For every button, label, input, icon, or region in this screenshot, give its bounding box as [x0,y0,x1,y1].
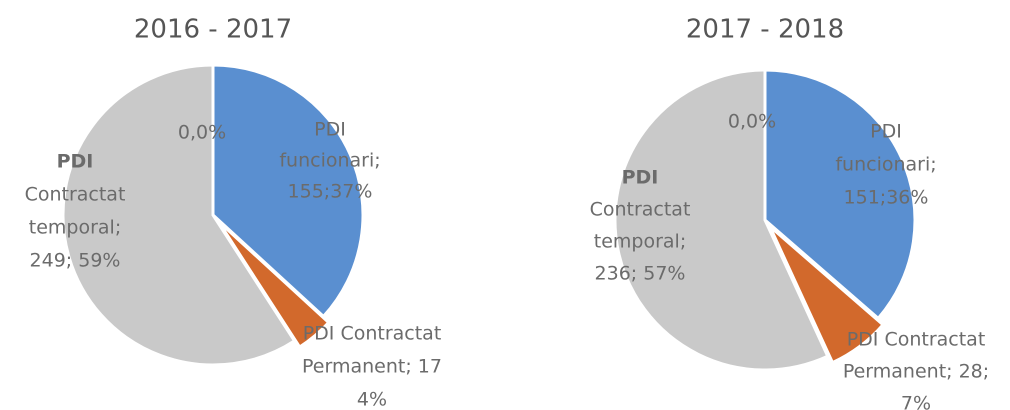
data-label: temporal; [594,231,686,253]
pie-slice [768,225,886,365]
data-label: Contractat [590,199,691,221]
data-label: Permanent; 17 [302,356,442,378]
data-label: funcionari; [835,154,936,176]
data-label: PDI [870,121,902,143]
data-label: PDI [314,119,346,141]
data-label: PDI [622,167,659,189]
data-label: 249; 59% [30,250,121,272]
data-label: PDI Contractat [847,329,986,351]
pie-slice [211,63,365,319]
pie-slice [763,68,917,321]
data-label: 151;36% [844,187,929,209]
data-label: 236; 57% [595,263,686,285]
pie-slice [216,220,331,350]
data-label: PDI [57,151,94,173]
data-label: Contractat [25,184,126,206]
data-label: funcionari; [279,150,380,172]
data-label: Permanent; 28; [843,361,989,383]
chart-title: 2016 - 2017 [134,15,292,45]
chart-title: 2017 - 2018 [686,15,844,45]
data-label: PDI Contractat [303,323,442,345]
data-label: 0,0% [728,111,776,133]
data-label: 7% [901,393,931,410]
data-label: temporal; [29,217,121,239]
data-label: 4% [357,389,387,410]
data-label: 155;37% [288,181,373,203]
pie-slice [613,68,830,372]
data-label: 0,0% [178,122,226,144]
pie-slice [61,63,297,367]
